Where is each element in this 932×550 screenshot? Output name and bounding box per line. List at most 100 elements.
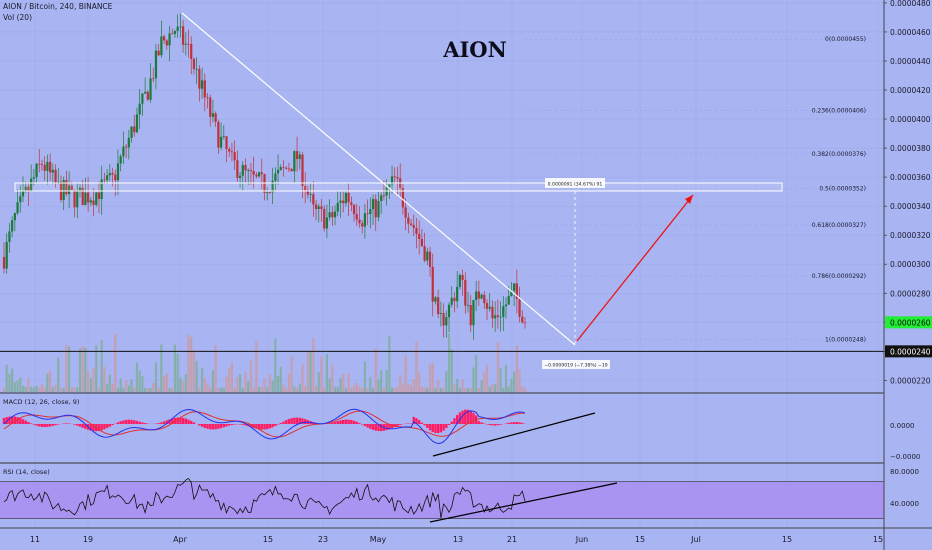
volume-bar (114, 333, 117, 392)
candle-body (295, 151, 299, 160)
time-label: Jul (690, 535, 701, 544)
volume-bar (350, 387, 353, 392)
price-tick-label: 0.0000420 (890, 86, 931, 95)
candle-body (306, 190, 310, 195)
volume-bar (225, 376, 228, 392)
macd-histogram-bar (192, 422, 196, 424)
candle-body (19, 196, 22, 203)
candle-body (211, 113, 215, 117)
volume-bar (407, 383, 410, 392)
macd-histogram-bar (211, 424, 215, 430)
macd-histogram-bar (518, 422, 521, 424)
volume-bar (21, 385, 25, 392)
macd-histogram-bar (157, 423, 160, 424)
macd-histogram-bar (285, 420, 288, 424)
macd-histogram-bar (450, 421, 453, 424)
measure-label-bg (545, 178, 605, 188)
candle-body (344, 192, 348, 204)
volume-bar (453, 383, 456, 392)
macd-histogram-bar (84, 424, 87, 429)
candle-body (13, 213, 16, 221)
macd-histogram-bar (141, 422, 144, 424)
macd-histogram-bar (461, 410, 464, 424)
candle-body (317, 206, 320, 209)
fibonacci-retracement[interactable]: 0(0.0000455) 0.236(0.0000406) 0.382(0.0000… (525, 36, 868, 344)
macd-histogram-bar (92, 424, 95, 432)
volume-bar (27, 378, 30, 392)
macd-histogram-bar (266, 424, 269, 430)
candle-body (89, 200, 92, 203)
macd-histogram-bar (108, 424, 112, 427)
candle-body (428, 251, 432, 267)
candle-body (274, 173, 277, 181)
macd-histogram-bar (439, 424, 443, 433)
time-label: 19 (83, 535, 93, 544)
candle-body (298, 154, 301, 160)
candle-body (366, 213, 369, 215)
candle-body (192, 58, 196, 69)
macd-line (3, 408, 526, 445)
candle-body (244, 165, 247, 171)
volume-bar (475, 355, 478, 392)
current-price-tag (885, 316, 932, 329)
volume-bar (244, 372, 247, 392)
candle-body (431, 266, 434, 302)
candle-body (217, 121, 220, 148)
macd-histogram-bar (431, 424, 434, 433)
drawings[interactable]: 0.0000091 (34.67%) 91 −0.0000019 (−7.38%)… (0, 12, 884, 369)
volume-bar (314, 386, 318, 392)
macd-tick: −0.0000 (890, 453, 920, 461)
price-tick-label: 0.0000220 (890, 376, 931, 385)
volume-bar (450, 349, 453, 392)
volume-bar (488, 386, 491, 392)
candle-body (496, 315, 499, 317)
volume-bar (165, 373, 168, 392)
candle-body (179, 26, 182, 28)
candle-body (358, 219, 361, 224)
candle-body (350, 202, 353, 205)
fib-level-label: 0.786(0.0000292) (812, 273, 866, 280)
macd-histogram-bar (21, 419, 25, 424)
candle-body (249, 170, 253, 172)
volume-bar (480, 380, 483, 392)
macd-histogram-bar (65, 423, 68, 424)
macd-histogram-bar (276, 424, 280, 425)
candle-body (219, 136, 223, 148)
macd-histogram-bar (480, 422, 483, 424)
volume-bar (122, 387, 125, 392)
candle-body (461, 275, 464, 280)
volume-bar (130, 379, 133, 392)
macd-histogram-bar (512, 422, 516, 424)
candle-body (76, 191, 79, 208)
candle-body (380, 195, 383, 201)
macd-histogram-bar (105, 424, 109, 429)
macd-histogram-bar (442, 424, 445, 431)
rsi-tick: 80.0000 (890, 468, 919, 476)
volume-bar (374, 348, 377, 392)
volume-bar (190, 337, 193, 392)
macd-histogram-bar (447, 424, 451, 425)
candle-body (62, 180, 65, 201)
macd-histogram-bar (78, 424, 82, 427)
time-label: 15 (873, 535, 883, 544)
volume-bar (344, 387, 348, 392)
candle-body (475, 291, 478, 301)
volume-bar (442, 387, 445, 392)
macd-histogram-bar (209, 424, 212, 430)
macd-histogram-bar (352, 420, 356, 424)
volume-bar (81, 346, 84, 392)
volume-bar (249, 360, 253, 392)
macd-histogram-bar (116, 422, 120, 424)
price-tick-label: 0.0000300 (890, 260, 931, 269)
candle-body (100, 179, 103, 199)
candle-body (5, 241, 8, 269)
candle-body (290, 168, 293, 172)
time-label: 15 (782, 535, 792, 544)
macd-histogram-bar (225, 424, 228, 427)
candle-body (485, 303, 489, 309)
fib-level-label: 0.382(0.0000376) (812, 151, 866, 158)
volume-bar (173, 344, 177, 392)
macd-histogram-bar (230, 424, 234, 425)
volume-bar (16, 380, 19, 392)
